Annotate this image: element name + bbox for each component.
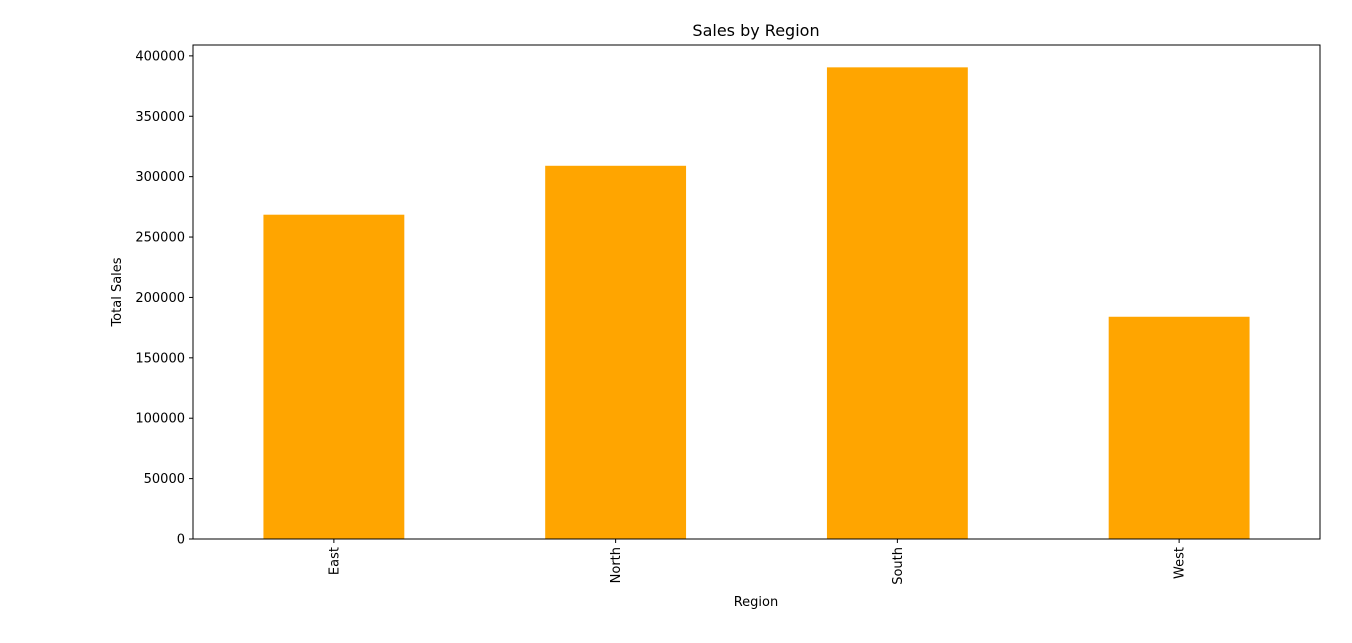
plot-frame xyxy=(192,44,1321,540)
x-axis-label: Region xyxy=(734,595,779,610)
y-axis-label: Total Sales xyxy=(110,257,125,327)
bar-west xyxy=(1108,316,1250,539)
y-tick-label: 200000 xyxy=(135,291,185,306)
bar-north xyxy=(545,165,687,539)
y-tick-label: 150000 xyxy=(135,351,185,366)
y-tick-label: 50000 xyxy=(144,472,185,487)
y-tick-label: 250000 xyxy=(135,231,185,246)
chart-title: Sales by Region xyxy=(692,21,819,40)
y-tick-label: 100000 xyxy=(135,412,185,427)
x-tick-label: South xyxy=(891,547,906,585)
x-tick-label: North xyxy=(609,547,624,583)
x-tick-label: West xyxy=(1173,547,1188,579)
y-tick-label: 300000 xyxy=(135,170,185,185)
y-axis-ticks: 0 50000 100000 150000 200000 250000 300000 3500… xyxy=(135,49,193,548)
bar-south xyxy=(826,67,968,540)
y-tick-label: 400000 xyxy=(135,49,185,64)
y-tick-label: 350000 xyxy=(135,110,185,125)
x-axis-ticks: East North South West xyxy=(327,539,1188,585)
bars-group xyxy=(263,67,1250,540)
x-tick-label: East xyxy=(327,547,342,575)
y-tick-label: 0 xyxy=(177,533,185,548)
bar-east xyxy=(263,214,405,539)
